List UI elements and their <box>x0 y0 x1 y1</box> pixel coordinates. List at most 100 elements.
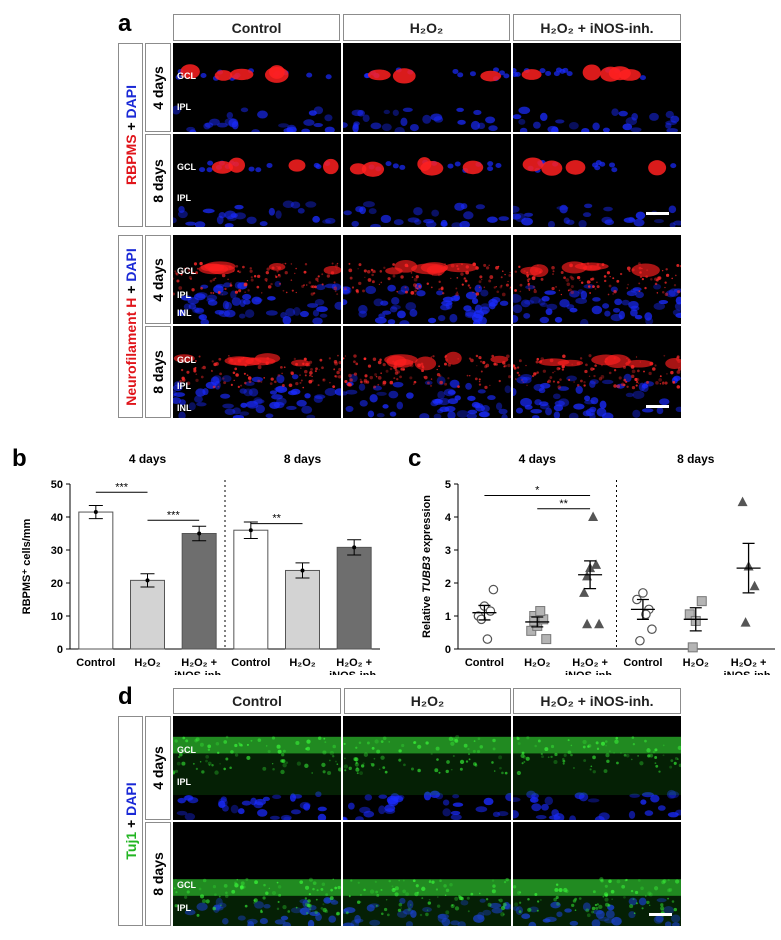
x-tick-label: H₂O₂ <box>134 657 160 669</box>
layer-label-inl: INL <box>177 308 192 318</box>
layer-label-ipl: IPL <box>177 381 192 391</box>
micrograph-texture <box>173 157 339 227</box>
data-point <box>591 559 602 569</box>
panel-d-col-h2o2: H₂O₂ <box>344 688 511 714</box>
data-point <box>638 588 648 598</box>
panel-a-stain-label-top: RBPMS + DAPI <box>123 85 139 185</box>
micrograph-texture <box>173 353 341 418</box>
mean-sem-bar <box>630 598 655 620</box>
bar <box>233 529 269 650</box>
micrograph-texture <box>343 259 511 324</box>
significance-label: ** <box>272 513 281 525</box>
group-title: 4 days <box>129 452 167 466</box>
micrograph-texture <box>343 351 511 418</box>
y-tick-label: 1 <box>445 611 451 623</box>
mean-sem-bar <box>578 560 603 590</box>
data-point <box>582 618 593 629</box>
data-point <box>594 618 605 629</box>
x-tick-label: Control <box>623 657 662 669</box>
micrograph-tuj1-8d-h2o2 <box>343 822 511 926</box>
panel-c-label: c <box>408 445 422 472</box>
bar <box>336 546 372 650</box>
micrograph-nfh-8d-h2o2-inos <box>513 326 681 418</box>
layer-label-ipl: IPL <box>177 193 192 203</box>
panel-a-row-4days-top: 4 days <box>145 43 171 132</box>
micrograph-tuj1-4d-h2o2 <box>343 716 511 820</box>
panel-a-stain-box-bottom: Neurofilament H + DAPI <box>118 235 143 418</box>
y-tick-label: 40 <box>51 512 63 524</box>
bar <box>130 579 165 650</box>
micrograph-nfh-8d-h2o2 <box>343 326 511 418</box>
x-tick-label: H₂O₂ <box>683 657 709 669</box>
micrograph-texture <box>513 261 681 324</box>
mean-sem-bar <box>683 607 708 632</box>
mean-dot <box>145 578 150 583</box>
mean-sem-bar <box>736 542 761 594</box>
stain-dapi-text: DAPI <box>122 85 139 119</box>
data-point <box>588 511 599 521</box>
micrograph-rbpms-4d-h2o2-inos <box>513 43 681 132</box>
scale-bar <box>646 405 669 408</box>
panel-d-stain-label: Tuj1 + DAPI <box>123 782 139 859</box>
mean-sem-bar <box>525 616 550 628</box>
x-tick-label: iNOS-inh. <box>565 670 615 675</box>
micrograph-tuj1-4d-h2o2-inos <box>513 716 681 820</box>
mean-sem-bar <box>472 604 497 621</box>
micrograph-rbpms-4d-h2o2 <box>343 43 511 132</box>
stain-plus-text: + <box>122 815 139 832</box>
bar <box>78 511 114 650</box>
group-title: 8 days <box>284 452 322 466</box>
micrograph-tuj1-8d-h2o2-inos <box>513 822 681 926</box>
panel-a-label: a <box>118 10 132 37</box>
micrograph-texture <box>173 877 341 926</box>
y-tick-label: 2 <box>445 578 451 590</box>
layer-label-ipl: IPL <box>177 777 192 787</box>
x-tick-label: iNOS-inh. <box>724 670 774 675</box>
micrograph-tuj1-8d-control <box>173 822 341 926</box>
data-point <box>749 580 760 591</box>
mean-dot <box>352 545 357 550</box>
bar <box>285 569 320 650</box>
data-point <box>647 624 657 634</box>
micrograph-rbpms-4d-control <box>173 43 341 132</box>
panel-d-row-4days: 4 days <box>145 716 171 820</box>
mean-dot <box>197 531 202 536</box>
stain-nfh-text: Neurofilament H <box>122 297 139 406</box>
y-tick-label: 5 <box>445 479 451 491</box>
layer-label-gcl: GCL <box>177 355 196 365</box>
data-point <box>641 609 651 620</box>
micrograph-texture <box>513 64 680 132</box>
row-label: 4 days <box>150 257 166 302</box>
mean-dot <box>93 510 98 515</box>
y-tick-label: 50 <box>51 479 63 491</box>
scale-bar <box>649 913 672 916</box>
layer-label-ipl: IPL <box>177 290 192 300</box>
panel-a-row-4days-bottom: 4 days <box>145 235 171 324</box>
micrograph-texture <box>513 877 681 926</box>
micrograph-texture <box>343 734 511 820</box>
mean-dot <box>300 568 305 573</box>
layer-label-ipl: IPL <box>177 903 192 913</box>
x-tick-label: iNOS-inh. <box>174 670 224 675</box>
micrograph-texture <box>173 735 341 820</box>
panel-b-label: b <box>12 445 27 472</box>
stain-plus-text: + <box>122 118 139 135</box>
row-label: 8 days <box>150 852 166 896</box>
mean-dot <box>248 528 253 533</box>
y-tick-label: 0 <box>57 644 63 656</box>
data-point <box>488 584 499 595</box>
group-title: 4 days <box>519 452 557 466</box>
layer-label-inl: INL <box>177 403 192 413</box>
data-point <box>535 606 546 617</box>
row-label: 4 days <box>150 746 166 790</box>
data-point <box>579 587 590 597</box>
x-tick-label: Control <box>231 657 270 669</box>
micrograph-rbpms-8d-h2o2 <box>343 134 511 227</box>
x-tick-label: H₂O₂ + <box>572 657 608 669</box>
x-tick-label: H₂O₂ + <box>181 657 217 669</box>
row-label: 8 days <box>150 158 166 203</box>
panel-a-stain-box-top: RBPMS + DAPI <box>118 43 143 227</box>
panel-a-row-8days-top: 8 days <box>145 134 171 227</box>
x-tick-label: iNOS-inh. <box>329 670 379 675</box>
layer-label-gcl: GCL <box>177 162 196 172</box>
